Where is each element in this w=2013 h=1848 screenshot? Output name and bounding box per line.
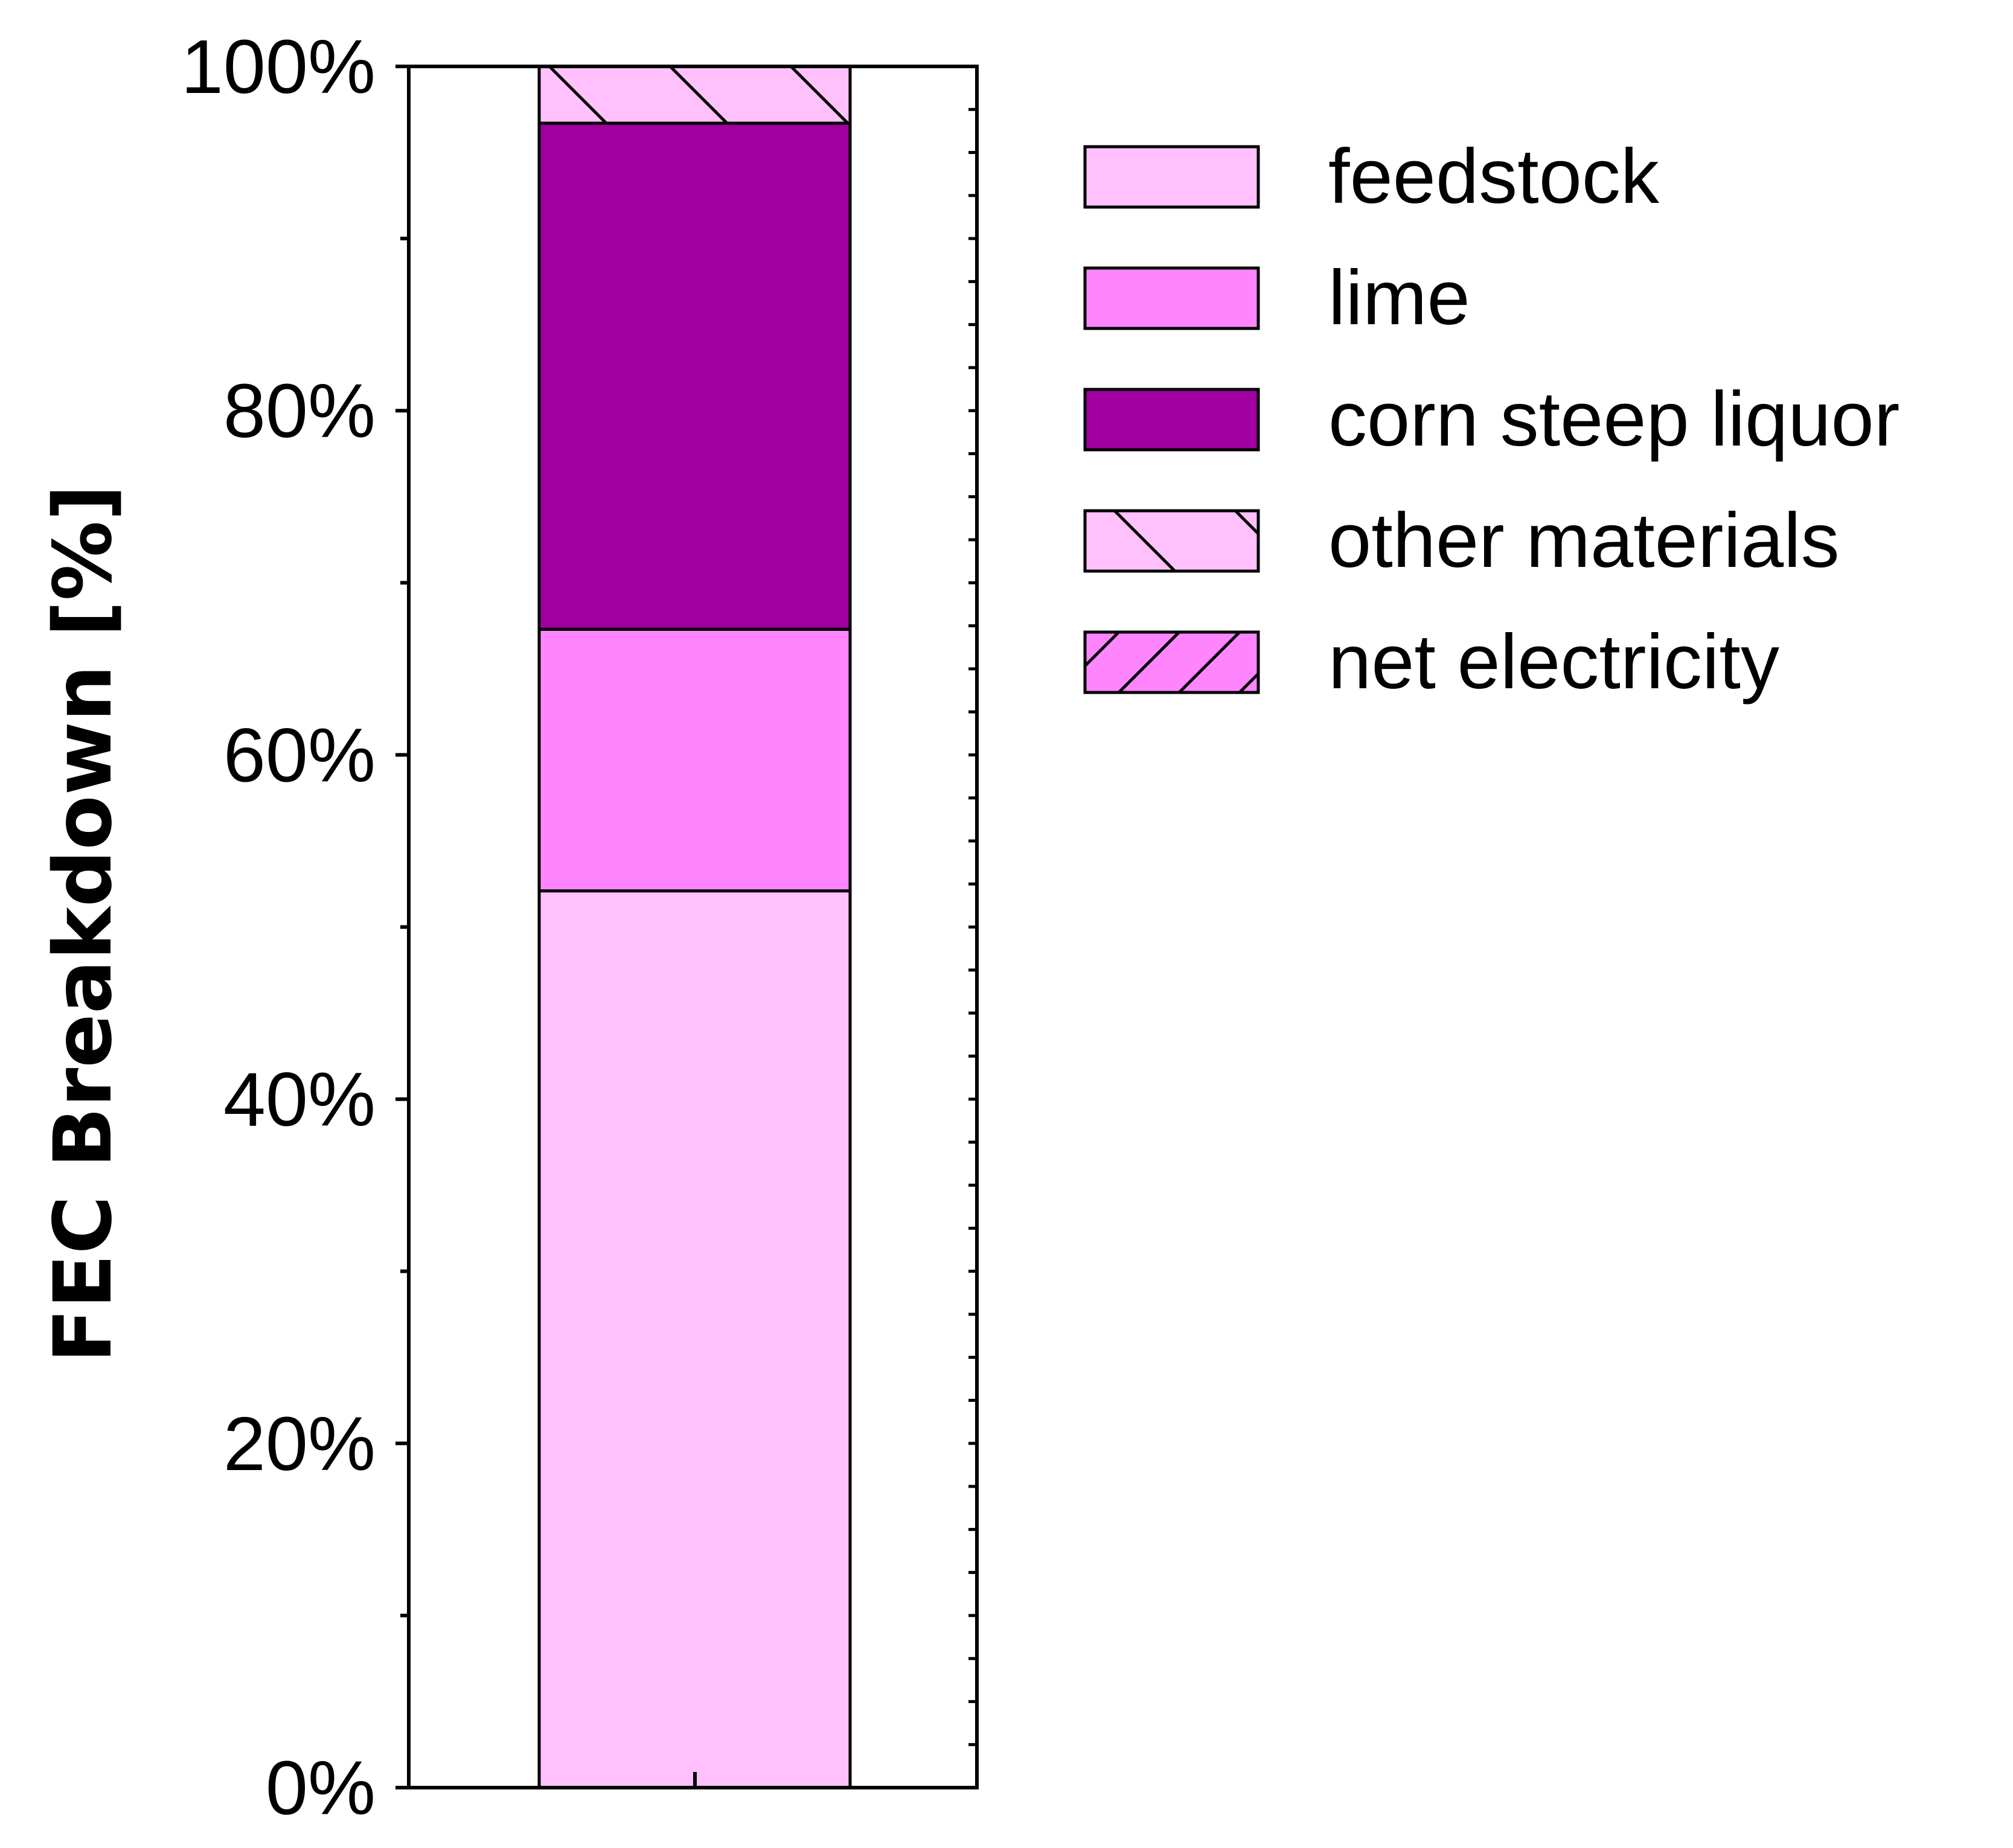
legend-label: net electricity <box>1328 619 1779 705</box>
legend-swatch-corn-steep-liquor <box>1083 388 1260 452</box>
legend-label: lime <box>1328 255 1470 341</box>
y-axis: 0% 20% 40% 60% 80% 100% <box>181 24 409 1830</box>
legend-swatch-other-materials <box>1083 509 1260 573</box>
y-tick-label: 80% <box>223 368 376 453</box>
legend-swatch-net-electricity <box>1083 630 1260 694</box>
y-tick-label: 60% <box>223 712 376 798</box>
legend-swatch-lime <box>1083 266 1260 330</box>
legend: feedstock lime corn steep liquor other mate… <box>1083 133 1899 705</box>
bar-segment-other-materials <box>537 65 852 125</box>
y-tick-label: 0% <box>266 1745 376 1830</box>
y-tick-label: 40% <box>223 1057 376 1142</box>
bar-segment-lime <box>537 627 852 893</box>
right-axis-minor-ticks <box>968 107 977 1747</box>
bar-stack <box>537 65 852 1789</box>
y-tick-label: 20% <box>223 1401 376 1486</box>
legend-swatch-feedstock <box>1083 145 1260 209</box>
y-axis-label: FEC Breakdown [%] <box>37 484 130 1363</box>
legend-label: other materials <box>1328 497 1840 584</box>
legend-label: corn steep liquor <box>1328 376 1899 462</box>
bar-segment-corn-steep-liquor <box>537 121 852 631</box>
legend-label: feedstock <box>1328 133 1660 220</box>
y-tick-label: 100% <box>181 24 376 109</box>
bar-segment-feedstock <box>537 889 852 1789</box>
